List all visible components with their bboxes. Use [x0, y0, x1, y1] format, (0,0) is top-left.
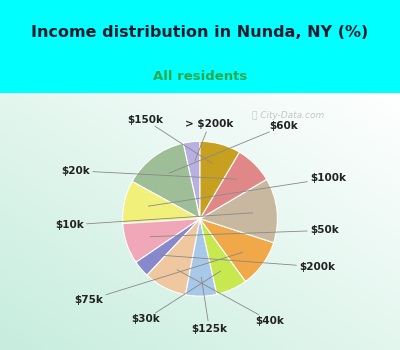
Text: $75k: $75k	[74, 252, 242, 305]
Text: $30k: $30k	[131, 271, 221, 324]
Text: $20k: $20k	[61, 166, 237, 179]
Wedge shape	[123, 219, 200, 262]
Text: > $200k: > $200k	[185, 119, 234, 161]
Text: $125k: $125k	[191, 277, 227, 334]
Text: $150k: $150k	[127, 115, 212, 163]
Text: Income distribution in Nunda, NY (%): Income distribution in Nunda, NY (%)	[31, 25, 369, 40]
Text: $100k: $100k	[148, 174, 346, 206]
Text: $200k: $200k	[160, 255, 335, 272]
Text: $10k: $10k	[55, 213, 253, 230]
Text: $50k: $50k	[150, 225, 339, 237]
Wedge shape	[200, 179, 278, 243]
Wedge shape	[200, 219, 246, 294]
Wedge shape	[132, 143, 200, 219]
Text: $60k: $60k	[169, 121, 298, 173]
Wedge shape	[122, 181, 200, 224]
Wedge shape	[200, 152, 267, 219]
Text: $40k: $40k	[177, 270, 285, 326]
Wedge shape	[186, 219, 217, 296]
Wedge shape	[183, 141, 200, 219]
Wedge shape	[200, 219, 274, 281]
Wedge shape	[136, 219, 200, 275]
Text: ⓘ City-Data.com: ⓘ City-Data.com	[252, 111, 324, 120]
Text: All residents: All residents	[153, 70, 247, 83]
Wedge shape	[200, 141, 240, 219]
Wedge shape	[147, 219, 200, 295]
